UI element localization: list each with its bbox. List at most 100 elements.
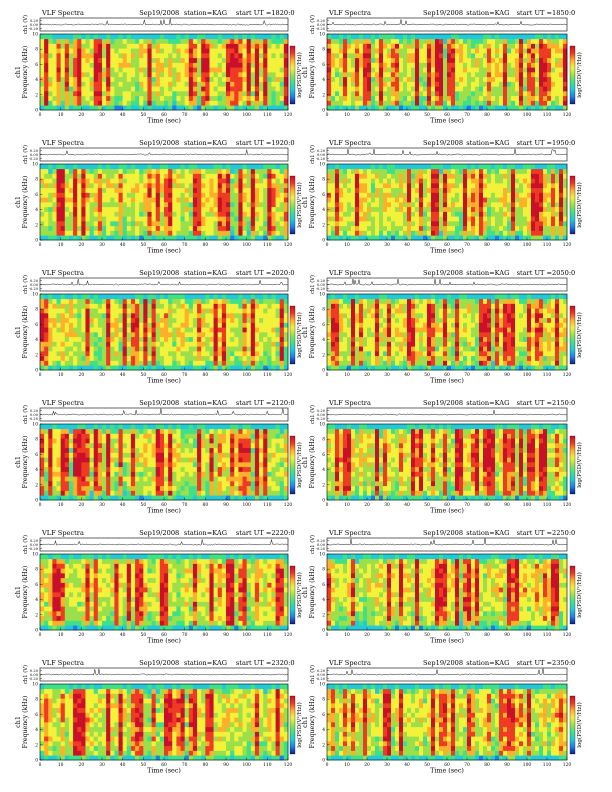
psd-cell [551, 221, 556, 227]
psd-cell [139, 173, 144, 179]
psd-cell [118, 235, 124, 241]
psd-cell [279, 206, 285, 212]
psd-cell [110, 48, 115, 54]
psd-cell [246, 336, 252, 342]
psd-cell [176, 91, 181, 97]
psd-cell [271, 62, 276, 68]
psd-cell [110, 38, 115, 44]
spectrogram-cells [40, 34, 289, 111]
psd-cell [467, 173, 472, 179]
psd-cell [455, 221, 460, 227]
psd-cell [40, 202, 45, 208]
psd-cell [463, 53, 468, 59]
psd-cell [283, 34, 289, 40]
psd-cell [213, 197, 219, 203]
psd-cell [56, 192, 62, 198]
psd-cell [435, 95, 440, 101]
psd-cell [507, 225, 512, 231]
psd-cell [250, 360, 256, 366]
psd-cell [375, 221, 380, 227]
psd-cell [551, 76, 556, 82]
psd-cell [139, 230, 144, 236]
x-tick-label: 120 [284, 113, 293, 118]
psd-cell [335, 105, 340, 111]
psd-cell [73, 178, 78, 184]
psd-cell [226, 76, 231, 82]
psd-cell [459, 187, 464, 193]
psd-cell [451, 197, 456, 203]
psd-cell [250, 67, 256, 73]
psd-cell [139, 95, 144, 101]
psd-cell [371, 206, 376, 212]
psd-cell [89, 303, 95, 309]
psd-cell [415, 164, 420, 170]
psd-cell [242, 216, 248, 222]
psd-cell [172, 221, 177, 227]
psd-cell [192, 173, 198, 179]
psd-cell [519, 192, 524, 198]
psd-cell [343, 34, 348, 40]
psd-cell [263, 53, 268, 59]
psd-cell [271, 365, 276, 371]
psd-cell [238, 164, 243, 170]
x-tick-label: 50 [141, 243, 147, 248]
psd-cell [395, 53, 400, 59]
psd-cell [139, 202, 144, 208]
psd-cell [192, 86, 198, 92]
psd-cell [118, 336, 124, 342]
psd-cell [499, 164, 504, 170]
psd-cell [327, 62, 332, 68]
psd-cell [60, 197, 66, 203]
psd-cell [547, 81, 552, 87]
psd-cell [77, 298, 82, 304]
psd-cell [383, 187, 388, 193]
psd-cell [250, 225, 256, 231]
psd-cell [155, 336, 161, 342]
psd-cell [221, 313, 227, 319]
psd-cell [439, 187, 444, 193]
psd-cell [77, 303, 82, 309]
psd-cell [403, 225, 408, 231]
psd-cell [395, 81, 400, 87]
psd-cell [139, 221, 144, 227]
psd-cell [411, 43, 416, 49]
psd-cell [44, 360, 49, 366]
psd-cell [347, 95, 352, 101]
psd-cell [555, 100, 560, 106]
psd-cell [114, 360, 119, 366]
psd-cell [226, 100, 231, 106]
psd-cell [159, 95, 165, 101]
psd-cell [85, 34, 90, 40]
psd-cell [159, 336, 165, 342]
psd-cell [184, 95, 190, 101]
psd-cell [159, 173, 165, 179]
psd-cell [118, 211, 124, 217]
psd-cell [159, 105, 165, 111]
psd-cell [151, 202, 157, 208]
psd-cell [242, 81, 248, 87]
psd-cell [339, 197, 344, 203]
psd-cell [331, 235, 336, 241]
psd-cell [40, 336, 45, 342]
psd-cell [475, 81, 480, 87]
psd-cell [427, 225, 432, 231]
psd-cell [48, 355, 53, 361]
psd-cell [197, 317, 202, 323]
psd-cell [184, 235, 190, 241]
psd-cell [135, 230, 140, 236]
psd-cell [97, 235, 103, 241]
psd-cell [407, 53, 412, 59]
psd-cell [259, 294, 264, 300]
psd-cell [547, 202, 552, 208]
psd-cell [403, 173, 408, 179]
psd-cell [467, 230, 472, 236]
colorbar-label: log(PSD(V²/Hz)) [576, 182, 583, 228]
psd-cell [395, 105, 400, 111]
psd-cell [387, 202, 392, 208]
psd-cell [443, 105, 448, 111]
psd-cell [176, 164, 181, 170]
psd-cell [77, 48, 82, 54]
psd-cell [443, 197, 448, 203]
psd-cell [271, 197, 276, 203]
psd-cell [221, 48, 227, 54]
